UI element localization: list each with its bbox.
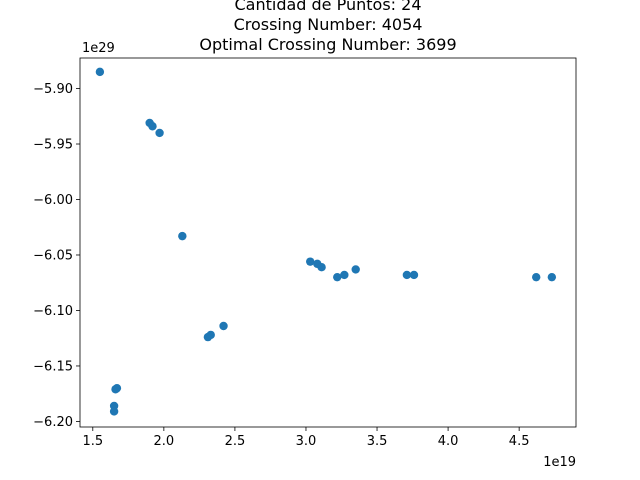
x-axis: 1.5 2.0 2.5 3.0 3.5 4.0 4.5 bbox=[82, 427, 529, 449]
data-point-11 bbox=[351, 265, 360, 274]
data-point-15 bbox=[547, 272, 557, 282]
y-tick-label: −6.20 bbox=[33, 415, 73, 430]
data-point-13 bbox=[409, 270, 419, 280]
y-tick-label: −5.95 bbox=[33, 138, 73, 153]
data-point-5 bbox=[178, 231, 187, 241]
plot-frame bbox=[79, 57, 577, 428]
x-tick-label: 3.0 bbox=[296, 434, 317, 449]
y-axis: −5.90 −5.95 −6.00 −6.05 −6.10 −6.15 −6.20 bbox=[33, 82, 80, 430]
x-tick-label: 2.0 bbox=[154, 434, 175, 449]
title-line-1: Cantidad de Puntos: 24 bbox=[234, 0, 421, 14]
y-tick-label: −5.90 bbox=[33, 82, 73, 97]
x-tick-label: 1.5 bbox=[82, 434, 103, 449]
data-point-18 bbox=[203, 332, 213, 342]
title-line-2: Crossing Number: 4054 bbox=[234, 15, 423, 34]
x-tick-label: 4.5 bbox=[509, 434, 530, 449]
x-tick-label: 2.5 bbox=[225, 434, 246, 449]
data-point-8 bbox=[317, 262, 326, 272]
data-point-12 bbox=[402, 270, 412, 280]
data-point-22 bbox=[109, 407, 119, 416]
y-tick-label: −6.00 bbox=[33, 193, 73, 208]
data-point-1 bbox=[95, 67, 105, 77]
data-point-3 bbox=[148, 122, 157, 131]
data-point-10 bbox=[340, 270, 349, 280]
data-point-6 bbox=[306, 257, 315, 266]
data-point-16 bbox=[219, 321, 228, 331]
data-point-20 bbox=[111, 385, 120, 394]
y-tick-label: −6.05 bbox=[33, 248, 73, 263]
plot-area bbox=[79, 57, 577, 428]
title-line-3: Optimal Crossing Number: 3699 bbox=[199, 35, 456, 54]
y-tick-label: −6.10 bbox=[33, 304, 73, 319]
data-point-14 bbox=[532, 272, 541, 282]
y-tick-label: −6.15 bbox=[33, 359, 73, 374]
x-tick-label: 4.0 bbox=[438, 434, 459, 449]
x-tick-label: 3.5 bbox=[367, 434, 388, 449]
data-point-4 bbox=[155, 128, 164, 138]
y-axis-offset-label: 1e29 bbox=[82, 41, 115, 56]
data-point-9 bbox=[333, 272, 342, 282]
x-axis-offset-label: 1e19 bbox=[543, 455, 576, 470]
